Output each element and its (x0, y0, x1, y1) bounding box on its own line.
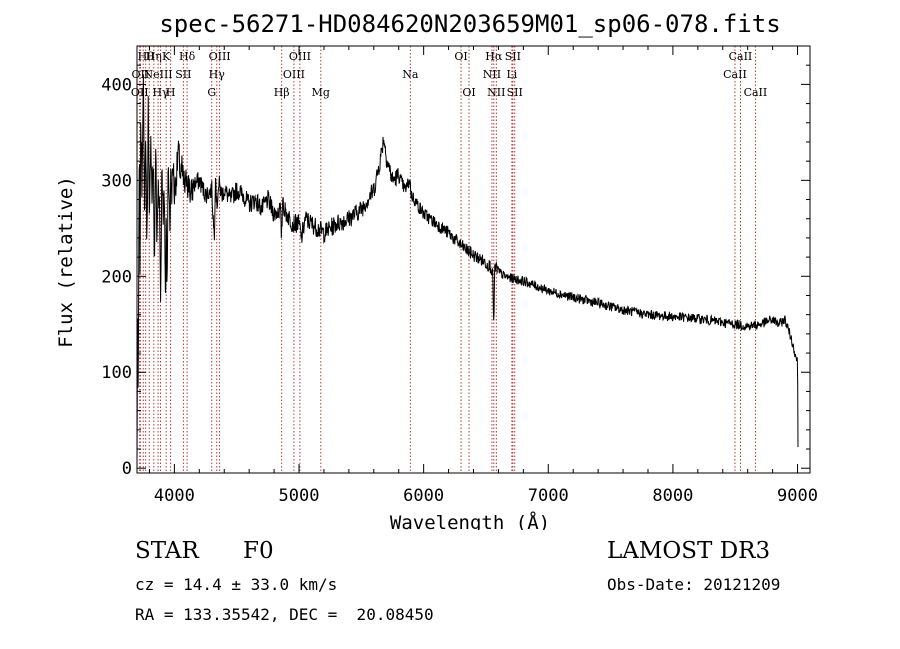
line-label: K (162, 50, 171, 63)
chart-title: spec-56271-HD084620N203659M01_sp06-078.f… (159, 10, 780, 38)
x-tick-label: 8000 (652, 486, 693, 506)
line-label: OI (454, 50, 467, 63)
line-label: Hθ (138, 50, 155, 63)
y-tick-label: 200 (101, 267, 132, 287)
line-label: G (207, 86, 216, 99)
redshift-cz: cz = 14.4 ± 33.0 km/s (135, 575, 338, 594)
survey-name: LAMOST DR3 (607, 538, 771, 564)
line-label: CaII (723, 68, 747, 81)
y-tick-label: 100 (101, 363, 132, 383)
line-label: SII (507, 86, 523, 99)
coordinates: RA = 133.35542, DEC = 20.08450 (135, 605, 434, 624)
line-label: Hα (485, 50, 503, 63)
line-label: OIII (283, 68, 305, 81)
line-label: CaII (744, 86, 768, 99)
y-tick-label: 0 (122, 459, 132, 479)
line-label: OI (462, 86, 475, 99)
line-label: Hη (146, 50, 162, 63)
line-label: NII (487, 86, 505, 99)
axes: 4000 5000 6000 7000 8000 9000 0 100 200 300 400 (101, 45, 818, 506)
y-tick-label: 400 (101, 75, 132, 95)
x-tick-label: 7000 (528, 486, 569, 506)
line-label: OII (132, 68, 150, 81)
x-tick-label: 5000 (279, 486, 320, 506)
line-label: OIII (289, 50, 311, 63)
line-label: SII (505, 50, 521, 63)
line-label: Hγ (152, 86, 169, 99)
line-label: Hγ (209, 68, 226, 81)
line-label: OII (131, 86, 149, 99)
x-tick-label: 6000 (403, 486, 444, 506)
line-label: NeIII (143, 68, 172, 81)
line-label: H (166, 86, 176, 99)
y-axis-label: Flux (relative) (55, 176, 77, 348)
line-label: Mg (312, 86, 330, 99)
y-tick-label: 300 (101, 171, 132, 191)
x-axis-label: Wavelength (Å) (390, 511, 550, 530)
line-label: NII (483, 68, 501, 81)
spectrum-chart: spec-56271-HD084620N203659M01_sp06-078.f… (55, 10, 818, 530)
line-label: OIII (209, 50, 231, 63)
observation-date: Obs-Date: 20121209 (607, 575, 781, 594)
line-label: Hβ (274, 86, 290, 99)
spectrum-series-line (136, 74, 799, 469)
plot-frame (136, 45, 811, 474)
x-tick-label: 4000 (154, 486, 195, 506)
line-label: Li (506, 68, 517, 81)
line-label: SII (175, 68, 191, 81)
object-class: STAR (135, 538, 199, 564)
line-label: Hδ (179, 50, 196, 63)
x-tick-label: 9000 (777, 486, 818, 506)
line-label: CaII (729, 50, 753, 63)
object-subclass: F0 (243, 538, 274, 564)
spectral-line-markers (139, 46, 756, 473)
line-label: Na (402, 68, 419, 81)
